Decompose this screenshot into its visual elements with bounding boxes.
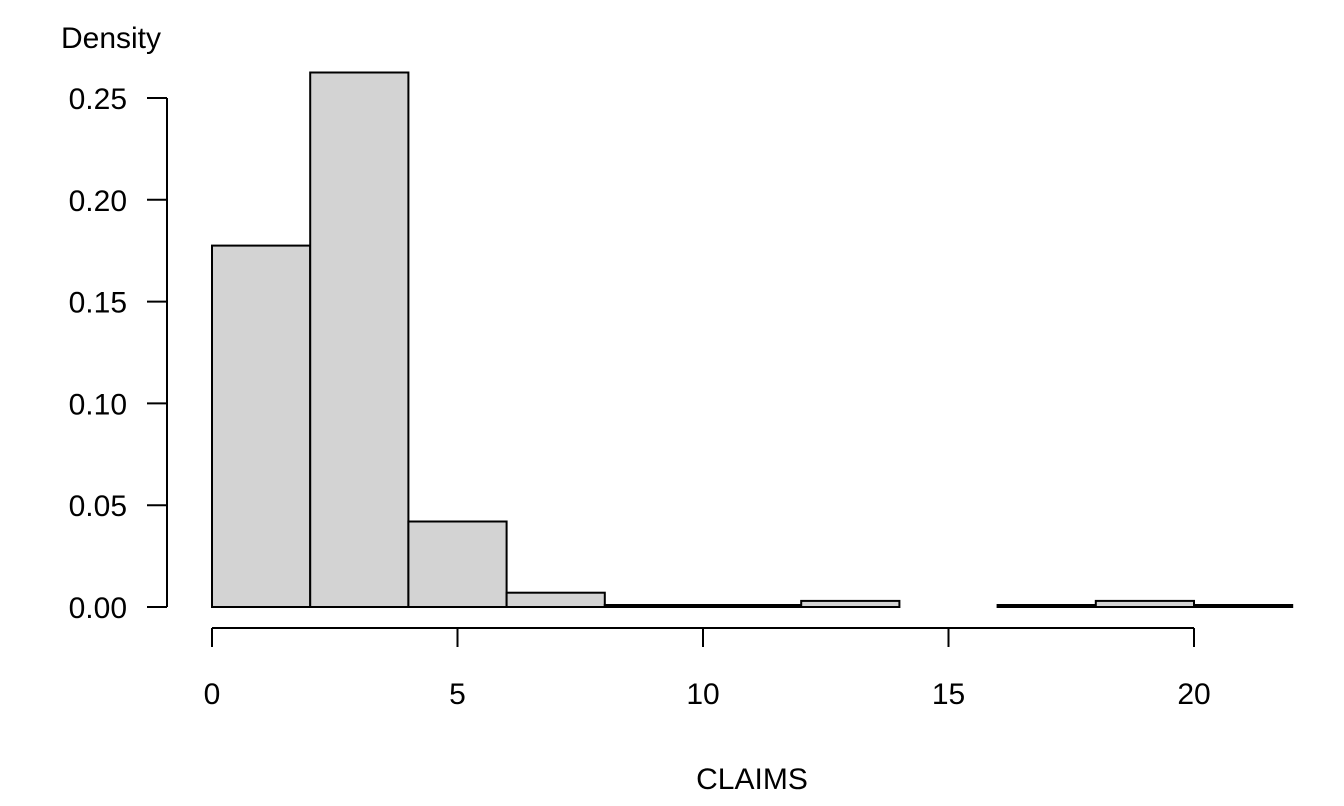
y-tick-label: 0.10 bbox=[69, 388, 127, 421]
histogram-bar bbox=[407, 520, 508, 608]
x-tick-label: 5 bbox=[449, 678, 466, 711]
histogram-bar bbox=[800, 599, 901, 609]
y-tick-label: 0.25 bbox=[69, 83, 127, 116]
y-tick-label: 0.00 bbox=[69, 592, 127, 625]
y-axis: 0.00 0.05 0.10 0.15 0.20 0.25 bbox=[69, 83, 168, 625]
x-tick-label: 10 bbox=[686, 678, 719, 711]
x-axis-title: CLAIMS bbox=[696, 763, 808, 796]
histogram-bars bbox=[211, 71, 1294, 609]
x-tick-label: 0 bbox=[204, 678, 221, 711]
histogram-bar bbox=[702, 604, 803, 608]
x-axis: 0 5 10 15 20 bbox=[204, 627, 1211, 711]
histogram-bar bbox=[211, 244, 312, 608]
x-tick-label: 15 bbox=[932, 678, 965, 711]
y-tick-label: 0.20 bbox=[69, 185, 127, 218]
histogram-bar bbox=[603, 604, 704, 608]
histogram-bar bbox=[1094, 599, 1196, 609]
histogram-bar bbox=[1193, 604, 1294, 608]
x-tick-label: 20 bbox=[1177, 678, 1210, 711]
y-tick-label: 0.15 bbox=[69, 287, 127, 320]
y-tick-label: 0.05 bbox=[69, 490, 127, 523]
histogram-bar bbox=[505, 591, 606, 609]
histogram-bar bbox=[309, 71, 410, 608]
y-axis-title: Density bbox=[61, 22, 161, 55]
histogram-bar bbox=[996, 604, 1097, 608]
